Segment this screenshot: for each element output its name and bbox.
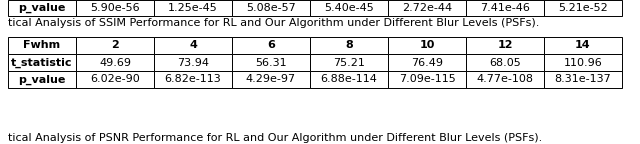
Text: 12: 12 <box>497 40 513 51</box>
Text: 4: 4 <box>189 40 197 51</box>
Text: p_value: p_value <box>19 3 66 13</box>
Bar <box>8 71 76 88</box>
Bar <box>388 54 466 71</box>
Bar <box>466 0 544 16</box>
Text: 8: 8 <box>345 40 353 51</box>
Text: 68.05: 68.05 <box>489 57 521 68</box>
Text: 75.21: 75.21 <box>333 57 365 68</box>
Bar <box>466 37 544 54</box>
Bar <box>76 54 154 71</box>
Text: tical Analysis of PSNR Performance for RL and Our Algorithm under Different Blur: tical Analysis of PSNR Performance for R… <box>8 133 542 143</box>
Text: 10: 10 <box>419 40 435 51</box>
Text: 5.08e-57: 5.08e-57 <box>246 3 296 13</box>
Bar <box>154 71 232 88</box>
Text: 5.40e-45: 5.40e-45 <box>324 3 374 13</box>
Bar <box>232 54 310 71</box>
Bar <box>8 37 76 54</box>
Bar <box>232 37 310 54</box>
Text: 7.09e-115: 7.09e-115 <box>399 74 456 85</box>
Text: 6.82e-113: 6.82e-113 <box>164 74 221 85</box>
Bar <box>388 37 466 54</box>
Text: 8.31e-137: 8.31e-137 <box>555 74 611 85</box>
Bar <box>232 71 310 88</box>
Text: p_value: p_value <box>19 74 66 85</box>
Text: 73.94: 73.94 <box>177 57 209 68</box>
Bar <box>310 0 388 16</box>
Text: 49.69: 49.69 <box>99 57 131 68</box>
Bar <box>388 71 466 88</box>
Text: 110.96: 110.96 <box>564 57 602 68</box>
Text: tical Analysis of SSIM Performance for RL and Our Algorithm under Different Blur: tical Analysis of SSIM Performance for R… <box>8 18 540 28</box>
Bar <box>544 0 622 16</box>
Text: 5.21e-52: 5.21e-52 <box>558 3 608 13</box>
Text: 4.29e-97: 4.29e-97 <box>246 74 296 85</box>
Bar <box>76 37 154 54</box>
Bar <box>8 0 76 16</box>
Bar <box>544 71 622 88</box>
Bar <box>310 37 388 54</box>
Bar <box>388 0 466 16</box>
Text: 4.77e-108: 4.77e-108 <box>477 74 534 85</box>
Bar <box>310 54 388 71</box>
Text: 2: 2 <box>111 40 119 51</box>
Bar <box>544 37 622 54</box>
Bar <box>466 71 544 88</box>
Bar <box>76 0 154 16</box>
Text: 14: 14 <box>575 40 591 51</box>
Text: t_statistic: t_statistic <box>12 57 73 68</box>
Text: 76.49: 76.49 <box>411 57 443 68</box>
Text: 6: 6 <box>267 40 275 51</box>
Bar <box>466 54 544 71</box>
Bar <box>544 54 622 71</box>
Bar <box>154 54 232 71</box>
Bar <box>310 71 388 88</box>
Text: Fwhm: Fwhm <box>24 40 61 51</box>
Text: 5.90e-56: 5.90e-56 <box>90 3 140 13</box>
Text: 56.31: 56.31 <box>255 57 287 68</box>
Bar <box>8 54 76 71</box>
Bar <box>232 0 310 16</box>
Text: 1.25e-45: 1.25e-45 <box>168 3 218 13</box>
Bar <box>154 0 232 16</box>
Text: 6.88e-114: 6.88e-114 <box>321 74 378 85</box>
Bar <box>154 37 232 54</box>
Text: 6.02e-90: 6.02e-90 <box>90 74 140 85</box>
Bar <box>76 71 154 88</box>
Text: 7.41e-46: 7.41e-46 <box>480 3 530 13</box>
Text: 2.72e-44: 2.72e-44 <box>402 3 452 13</box>
